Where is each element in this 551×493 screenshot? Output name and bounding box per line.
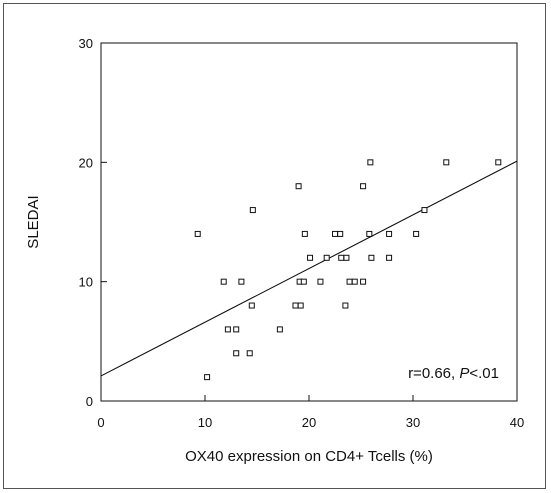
y-tick-label: 10 xyxy=(79,275,93,290)
p-value: <.01 xyxy=(469,365,499,382)
data-point xyxy=(338,254,345,261)
x-tick-label: 40 xyxy=(510,415,524,430)
data-point xyxy=(276,326,283,333)
data-point xyxy=(337,230,344,237)
y-axis-ticks: 0 10 20 30 xyxy=(79,36,107,409)
data-point xyxy=(443,159,450,166)
data-point xyxy=(351,278,358,285)
x-tick-label: 10 xyxy=(198,415,212,430)
data-point xyxy=(367,159,374,166)
data-point xyxy=(360,183,367,190)
y-tick-label: 20 xyxy=(79,155,93,170)
data-point xyxy=(317,278,324,285)
data-point xyxy=(220,278,227,285)
data-point xyxy=(248,302,255,309)
data-point xyxy=(246,350,253,357)
x-axis-label: OX40 expression on CD4+ Tcells (%) xyxy=(185,448,433,465)
y-axis-label: SLEDAI xyxy=(25,195,42,248)
data-point xyxy=(386,254,393,261)
x-axis-ticks: 0 10 20 30 40 xyxy=(97,395,524,430)
data-point xyxy=(297,302,304,309)
plot-area-border xyxy=(100,42,518,402)
data-point xyxy=(421,207,428,214)
data-point xyxy=(194,230,201,237)
data-point xyxy=(495,159,502,166)
data-point xyxy=(366,230,373,237)
correlation-prefix: r=0.66, xyxy=(408,365,459,382)
data-points xyxy=(194,159,502,381)
data-point xyxy=(224,326,231,333)
x-tick-label: 30 xyxy=(406,415,420,430)
data-point xyxy=(368,254,375,261)
data-point xyxy=(413,230,420,237)
p-symbol: P xyxy=(459,365,469,382)
data-point xyxy=(233,350,240,357)
data-point xyxy=(301,230,308,237)
data-point xyxy=(343,254,350,261)
y-tick-label: 0 xyxy=(86,394,93,409)
data-point xyxy=(300,278,307,285)
data-point xyxy=(292,302,299,309)
correlation-annotation: r=0.66, P<.01 xyxy=(408,365,499,382)
data-point xyxy=(204,374,211,381)
data-point xyxy=(386,230,393,237)
x-tick-label: 20 xyxy=(302,415,316,430)
data-point xyxy=(295,183,302,190)
y-tick-label: 30 xyxy=(79,36,93,51)
figure-frame xyxy=(3,3,546,489)
data-point xyxy=(323,254,330,261)
x-tick-label: 0 xyxy=(97,415,104,430)
data-point xyxy=(342,302,349,309)
data-point xyxy=(332,230,338,237)
data-point xyxy=(360,278,367,285)
data-point xyxy=(346,278,353,285)
regression-line xyxy=(100,160,518,377)
data-point xyxy=(249,207,256,214)
data-point xyxy=(307,254,314,261)
data-point xyxy=(238,278,245,285)
data-point xyxy=(233,326,240,333)
